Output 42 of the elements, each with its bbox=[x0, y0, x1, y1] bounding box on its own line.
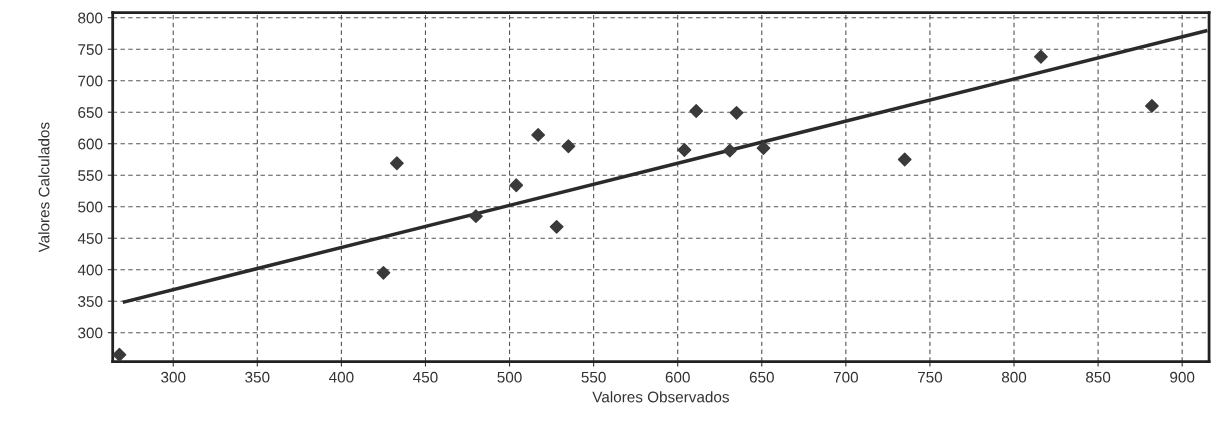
x-tick-label: 650 bbox=[749, 371, 774, 383]
y-tick-label: 650 bbox=[78, 107, 103, 118]
point bbox=[509, 178, 524, 193]
y-tick-label: 750 bbox=[78, 44, 103, 55]
point bbox=[756, 141, 771, 156]
point bbox=[1034, 49, 1048, 64]
y-tick-label: 450 bbox=[77, 233, 103, 244]
x-tick-label: 400 bbox=[329, 371, 354, 383]
point bbox=[722, 143, 737, 158]
y-tick-label: 400 bbox=[77, 264, 103, 276]
x-axis-title: Valores Observados bbox=[592, 391, 729, 403]
y-tick-label: 300 bbox=[78, 327, 103, 339]
y-tick-label: 550 bbox=[78, 170, 103, 181]
point bbox=[897, 152, 912, 167]
y-tick-label: 600 bbox=[78, 138, 103, 150]
point bbox=[1144, 99, 1159, 113]
x-tick-label: 300 bbox=[161, 371, 186, 383]
point bbox=[729, 105, 744, 120]
point bbox=[689, 104, 704, 118]
x-tick-label: 900 bbox=[1170, 371, 1195, 383]
point bbox=[677, 143, 692, 157]
point bbox=[389, 156, 404, 171]
x-tick-label: 600 bbox=[665, 371, 690, 383]
y-tick-label: 350 bbox=[78, 296, 103, 307]
x-tick-label: 550 bbox=[581, 371, 606, 383]
x-tick-label: 500 bbox=[497, 371, 522, 383]
point bbox=[531, 127, 546, 142]
x-tick-label: 350 bbox=[245, 371, 270, 383]
x-tick-label: 850 bbox=[1086, 371, 1111, 383]
y-axis-title: Valores Calculados bbox=[38, 122, 50, 253]
x-tick-label: 750 bbox=[917, 371, 943, 383]
y-tick-label: 800 bbox=[78, 12, 103, 24]
x-tick-label: 700 bbox=[833, 371, 859, 383]
y-tick-label: 700 bbox=[78, 75, 103, 87]
x-tick-label: 800 bbox=[1001, 371, 1027, 383]
point bbox=[376, 265, 391, 280]
point bbox=[549, 219, 564, 234]
point bbox=[112, 347, 127, 362]
point bbox=[561, 139, 576, 154]
y-tick-label: 500 bbox=[78, 201, 103, 213]
x-tick-label: 450 bbox=[413, 371, 438, 383]
point bbox=[469, 209, 483, 224]
